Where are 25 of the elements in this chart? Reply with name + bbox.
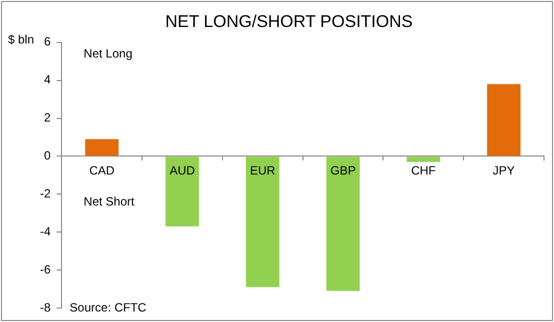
x-tick-label: GBP [330,164,356,178]
bar [85,139,119,156]
bar [487,84,521,156]
y-tick-label: -2 [40,186,51,200]
annotation: Source: CFTC [70,300,147,314]
x-tick-label: CAD [89,164,115,178]
y-tick-label: 2 [44,110,51,125]
y-tick-label: -4 [40,224,51,238]
y-axis-title: $ bln [8,32,34,47]
annotation: Net Long [84,46,132,61]
y-tick-label: 0 [44,148,51,163]
y-tick-label: 6 [44,34,51,49]
y-tick-label: -8 [40,300,51,314]
x-tick-label: EUR [250,164,276,178]
chart-title: NET LONG/SHORT POSITIONS [165,12,413,31]
x-tick-label: CHF [411,164,436,178]
bar [406,156,440,162]
bar [326,156,360,291]
y-tick-label: -6 [40,262,51,276]
annotation: Net Short [84,194,136,209]
y-tick-label: 4 [44,72,51,87]
x-tick-label: JPY [492,164,515,178]
x-tick-label: AUD [170,164,196,178]
bar [166,156,199,226]
bar [246,156,280,288]
